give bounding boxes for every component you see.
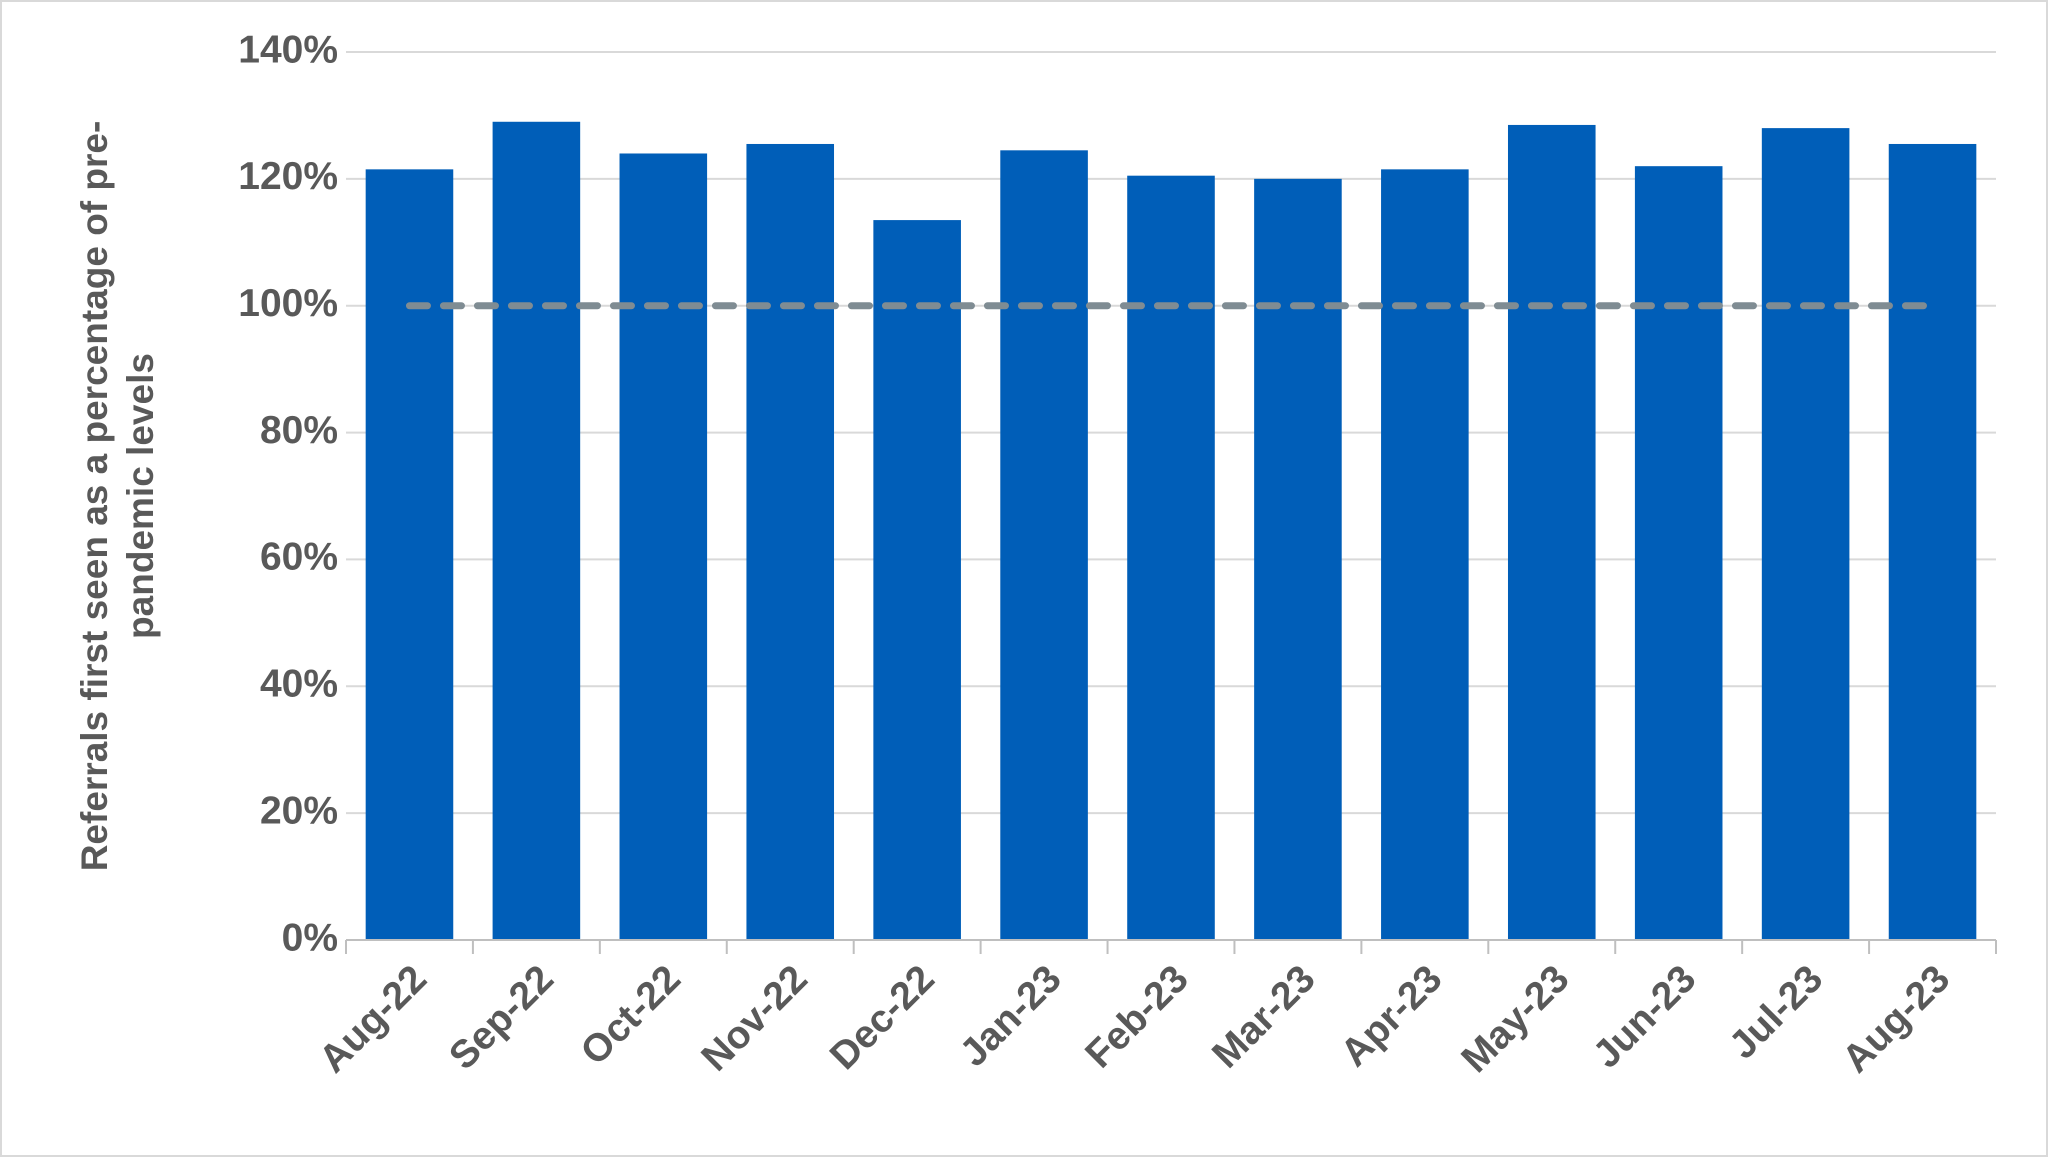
y-tick-label: 0% — [282, 916, 338, 959]
bar — [873, 220, 961, 941]
bar — [1761, 128, 1850, 941]
bar — [1381, 169, 1469, 941]
bar — [1000, 150, 1088, 941]
y-tick-label: 60% — [260, 536, 338, 579]
y-tick-label: 100% — [238, 282, 338, 325]
bar — [365, 169, 454, 941]
bar — [1507, 124, 1596, 940]
y-tick-label: 140% — [238, 28, 338, 71]
bar — [492, 121, 581, 941]
bar — [746, 143, 835, 940]
y-axis-title: Referrals first seen as a percentage of … — [74, 120, 161, 872]
bar — [619, 153, 708, 940]
y-tick-label: 80% — [260, 409, 338, 452]
bar — [1888, 143, 1977, 940]
y-tick-label: 120% — [238, 155, 338, 198]
bar — [1254, 178, 1342, 940]
y-tick-label: 20% — [260, 789, 338, 832]
bar — [1634, 166, 1723, 940]
y-tick-label: 40% — [260, 663, 338, 706]
bar — [1127, 175, 1215, 940]
